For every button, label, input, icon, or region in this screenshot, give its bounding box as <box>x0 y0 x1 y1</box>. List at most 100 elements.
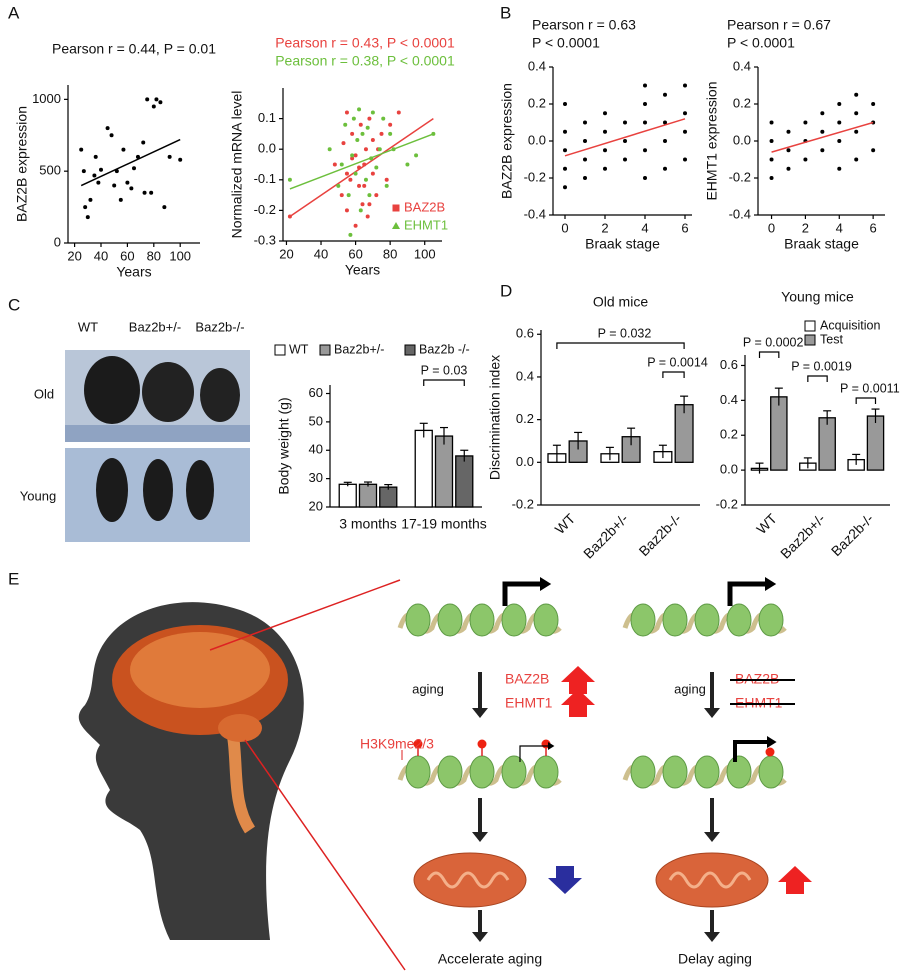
trend-line <box>80 138 181 187</box>
genotype-label: Baz2b-/- <box>195 319 244 334</box>
big-arrow <box>561 689 595 717</box>
bar <box>866 415 885 471</box>
significance-bracket <box>758 351 780 358</box>
data-point <box>384 177 389 182</box>
y-tick-label: -0.1 <box>254 171 276 186</box>
data-point <box>178 157 183 162</box>
y-axis-label: Discrimination index <box>487 355 503 480</box>
x-tick-label: 60 <box>120 248 134 263</box>
data-point <box>132 166 136 171</box>
data-point <box>370 171 375 176</box>
x-tick-label: 40 <box>314 246 328 261</box>
y-tick-label: 30 <box>309 470 323 485</box>
panel-label: E <box>8 569 19 588</box>
data-point <box>683 129 687 134</box>
bar <box>770 396 788 471</box>
bar <box>379 486 398 508</box>
nucleosome <box>469 603 495 637</box>
x-tick-label: 20 <box>279 246 293 261</box>
y-tick-label: 0.6 <box>720 357 738 372</box>
data-point <box>643 120 647 125</box>
data-point <box>786 129 791 134</box>
data-point <box>348 177 353 182</box>
mechanism-diagram <box>397 577 812 942</box>
data-point <box>583 157 587 162</box>
bar <box>455 455 474 508</box>
data-point <box>121 147 126 152</box>
data-point <box>663 139 667 143</box>
annotation: P < 0.0001 <box>532 35 600 51</box>
y-tick-label: 60 <box>309 385 323 400</box>
data-point <box>83 205 88 210</box>
x-axis-label: Years <box>116 264 151 280</box>
data-point <box>563 148 567 153</box>
mitochondrion-cristae <box>426 871 510 889</box>
y-tick-label: 0.2 <box>516 411 534 426</box>
chart-title: Pearson r = 0.44, P = 0.01 <box>52 41 216 57</box>
mouse-photo <box>65 350 250 542</box>
data-point <box>623 139 627 143</box>
x-tick-label: Baz2b+/- <box>580 510 631 561</box>
data-point <box>820 129 825 134</box>
data-point <box>370 138 375 143</box>
y-tick-label: 0.0 <box>720 462 738 477</box>
annotation: P = 0.0019 <box>791 359 852 373</box>
genotype-label: WT <box>78 319 98 334</box>
legend-label: Baz2b -/- <box>419 342 470 356</box>
annotation: Pearson r = 0.43, P < 0.0001 <box>275 35 455 51</box>
row-label: Young <box>20 488 56 503</box>
legend-label: EHMT1 <box>404 217 448 232</box>
annotation: P = 0.0002 <box>743 335 804 349</box>
data-point <box>837 139 842 143</box>
x-tick-label: 2 <box>601 220 608 235</box>
data-point <box>367 193 372 198</box>
data-point <box>663 120 667 125</box>
data-point <box>167 154 172 159</box>
data-point <box>603 148 607 153</box>
histone-mark <box>477 739 487 749</box>
data-point <box>365 214 370 219</box>
legend-marker <box>392 204 400 212</box>
data-point <box>339 162 344 167</box>
data-point <box>145 97 150 102</box>
x-tick-label: 6 <box>870 220 877 235</box>
process-label: aging <box>412 681 444 696</box>
legend-marker <box>804 320 816 332</box>
data-point <box>643 102 647 106</box>
data-point <box>332 162 337 167</box>
callout-line <box>209 579 401 651</box>
data-point <box>583 176 587 180</box>
data-point <box>663 92 667 97</box>
data-point <box>351 116 356 121</box>
data-point <box>362 183 367 188</box>
data-point <box>769 176 774 180</box>
data-point <box>769 120 774 125</box>
data-point <box>363 177 368 182</box>
nucleosome <box>662 755 688 789</box>
data-point <box>563 185 567 190</box>
x-axis-label: Years <box>345 262 380 278</box>
y-tick-label: 0.2 <box>733 95 751 110</box>
data-point <box>353 153 358 158</box>
x-tick-label: 20 <box>67 248 81 263</box>
data-point <box>379 131 384 136</box>
transcription-arrow <box>727 581 768 606</box>
y-tick-label: 0.4 <box>516 368 534 383</box>
x-axis-label: Braak stage <box>585 236 660 252</box>
x-tick-label: 100 <box>414 246 436 261</box>
panel-label: C <box>8 295 20 314</box>
significance-bracket <box>556 342 685 349</box>
data-point <box>112 183 117 188</box>
nucleosome <box>694 603 720 637</box>
legend-label: WT <box>289 342 309 356</box>
nucleosome <box>694 755 720 789</box>
data-point <box>365 125 370 130</box>
data-point <box>357 107 362 112</box>
y-tick-label: 0.6 <box>516 326 534 341</box>
annotation: Pearson r = 0.38, P < 0.0001 <box>275 53 455 69</box>
data-point <box>563 102 567 106</box>
y-tick-label: 0.4 <box>733 58 751 73</box>
legend-marker <box>319 344 331 356</box>
y-tick-label: 40 <box>309 442 323 457</box>
nucleosome <box>630 603 656 637</box>
